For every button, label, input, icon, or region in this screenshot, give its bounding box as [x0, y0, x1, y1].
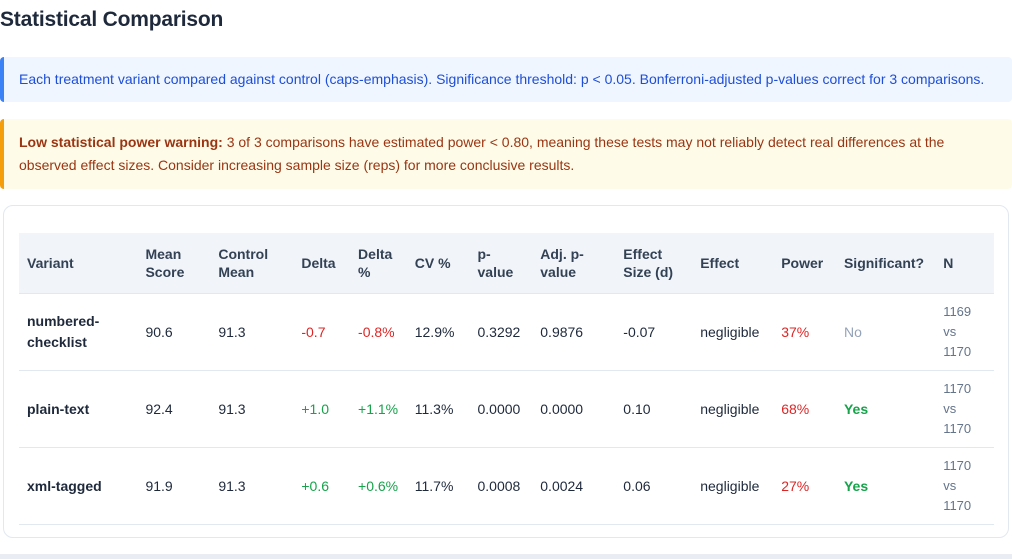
cell-significant: No [835, 293, 936, 371]
header-n: N [935, 233, 994, 294]
table-header-row: Variant Mean Score Control Mean Delta De… [19, 233, 994, 294]
cell-significant: Yes [835, 370, 936, 448]
cell-delta-pct: -0.8% [350, 293, 407, 371]
cell-variant: plain-text [19, 370, 138, 448]
table-row: numbered-checklist 90.6 91.3 -0.7 -0.8% … [19, 293, 994, 371]
header-effect-size: Effect Size (d) [615, 233, 693, 294]
header-delta-pct: Delta % [350, 233, 407, 294]
header-significant: Significant? [835, 233, 936, 294]
cell-n: 1169 vs 1170 [935, 293, 994, 371]
cell-p-value: 0.0000 [469, 370, 533, 448]
warning-label: Low statistical power warning: [19, 134, 223, 150]
cell-mean-score: 92.4 [137, 370, 211, 448]
header-power: Power [773, 233, 836, 294]
cell-cv-pct: 11.7% [406, 447, 470, 525]
cell-p-value: 0.3292 [469, 293, 533, 371]
comparison-table-card: Variant Mean Score Control Mean Delta De… [3, 205, 1009, 538]
cell-control-mean: 91.3 [210, 370, 294, 448]
cell-mean-score: 91.9 [137, 447, 211, 525]
warning-text: 3 of 3 comparisons have estimated power … [19, 134, 945, 173]
cell-effect: negligible [692, 370, 774, 448]
header-delta: Delta [293, 233, 351, 294]
info-banner-text: Each treatment variant compared against … [19, 71, 985, 87]
cell-effect: negligible [692, 293, 774, 371]
cell-delta: -0.7 [293, 293, 351, 371]
cell-n: 1170 vs 1170 [935, 370, 994, 448]
cell-cv-pct: 11.3% [406, 370, 470, 448]
cell-adj-p-value: 0.0024 [532, 447, 616, 525]
page-title: Statistical Comparison [0, 8, 224, 31]
cell-power: 68% [773, 370, 836, 448]
cell-effect-size: 0.10 [615, 370, 693, 448]
cell-power: 37% [773, 293, 836, 371]
cell-variant: numbered-checklist [19, 293, 138, 371]
cell-adj-p-value: 0.9876 [532, 293, 616, 371]
cell-effect: negligible [692, 447, 774, 525]
cell-effect-size: 0.06 [615, 447, 693, 525]
cell-control-mean: 91.3 [210, 447, 294, 525]
cell-delta-pct: +1.1% [350, 370, 407, 448]
header-control-mean: Control Mean [210, 233, 294, 294]
statistical-comparison-table: Variant Mean Score Control Mean Delta De… [19, 233, 994, 525]
cell-significant: Yes [835, 447, 936, 525]
cell-power: 27% [773, 447, 836, 525]
header-variant: Variant [19, 233, 138, 294]
cell-cv-pct: 12.9% [406, 293, 470, 371]
table-row: xml-tagged 91.9 91.3 +0.6 +0.6% 11.7% 0.… [19, 447, 994, 525]
cell-control-mean: 91.3 [210, 293, 294, 371]
cell-mean-score: 90.6 [137, 293, 211, 371]
table-row: plain-text 92.4 91.3 +1.0 +1.1% 11.3% 0.… [19, 370, 994, 448]
cell-effect-size: -0.07 [615, 293, 693, 371]
cell-n: 1170 vs 1170 [935, 447, 994, 525]
cell-p-value: 0.0008 [469, 447, 533, 525]
header-p-value: p-value [469, 233, 533, 294]
cell-delta: +1.0 [293, 370, 351, 448]
cell-variant: xml-tagged [19, 447, 138, 525]
cell-delta-pct: +0.6% [350, 447, 407, 525]
header-cv-pct: CV % [406, 233, 470, 294]
cell-delta: +0.6 [293, 447, 351, 525]
cell-adj-p-value: 0.0000 [532, 370, 616, 448]
header-effect: Effect [692, 233, 774, 294]
info-banner: Each treatment variant compared against … [0, 57, 1012, 102]
header-adj-p-value: Adj. p-value [532, 233, 616, 294]
header-mean-score: Mean Score [137, 233, 211, 294]
low-power-warning-banner: Low statistical power warning: 3 of 3 co… [0, 119, 1012, 189]
